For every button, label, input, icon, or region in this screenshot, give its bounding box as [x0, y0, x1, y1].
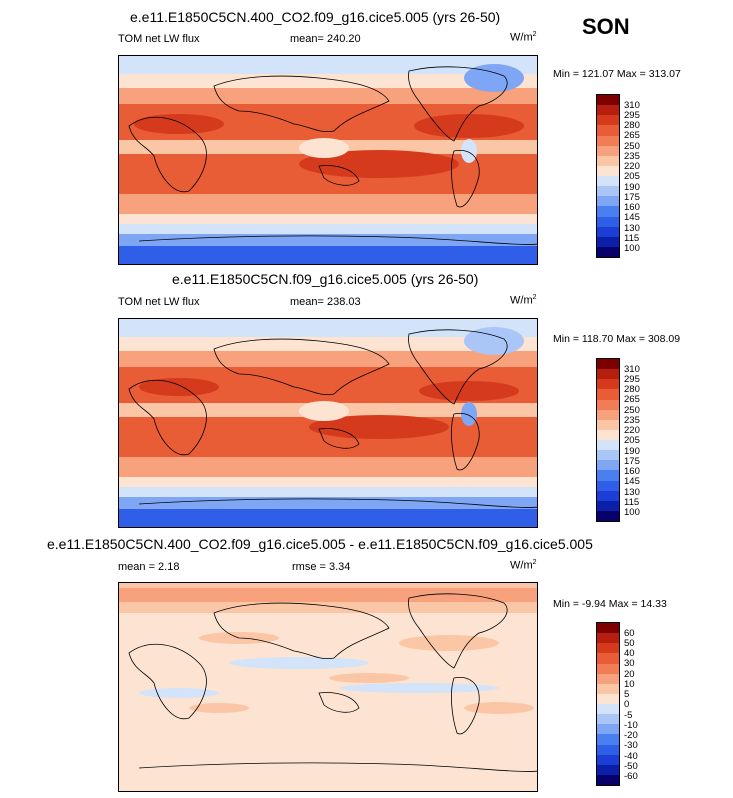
panel3-min-max: Min = -9.94 Max = 14.33 — [553, 598, 667, 610]
panel1-mean-value: 240.20 — [327, 33, 361, 45]
colorbar-swatch — [597, 774, 619, 785]
colorbar-swatch — [597, 196, 619, 207]
panel2-map — [118, 318, 538, 528]
panel3-map — [118, 582, 538, 792]
panel1-mean: mean= 240.20 — [290, 33, 361, 45]
colorbar-swatch — [597, 419, 619, 430]
panel2-mean-label: mean= — [290, 296, 324, 308]
colorbar-swatch — [597, 409, 619, 420]
colorbar-swatch — [597, 490, 619, 501]
colorbar-swatch — [597, 105, 619, 116]
panel2-units: W/m2 — [510, 294, 537, 307]
colorbar-swatch — [597, 764, 619, 775]
colorbar-swatch — [597, 379, 619, 390]
colorbar-swatch — [597, 246, 619, 257]
panel3-units: W/m2 — [510, 559, 537, 572]
colorbar-swatch — [597, 389, 619, 400]
colorbar-swatch — [597, 744, 619, 755]
colorbar-swatch — [597, 440, 619, 451]
colorbar-swatch — [597, 653, 619, 664]
colorbar-swatch — [597, 399, 619, 410]
panel3-mean: mean = 2.18 — [118, 561, 180, 573]
colorbar-swatch — [597, 510, 619, 521]
season-label: SON — [582, 14, 630, 39]
colorbar-swatch — [597, 216, 619, 227]
panel1-colorbar — [596, 94, 620, 258]
panel1-variable-label: TOM net LW flux — [118, 33, 200, 45]
colorbar-swatch — [597, 369, 619, 380]
colorbar-swatch — [597, 165, 619, 176]
panel1-mean-label: mean= — [290, 33, 324, 45]
colorbar-swatch — [597, 135, 619, 146]
panel3-rmse: rmse = 3.34 — [292, 561, 351, 573]
colorbar-swatch — [597, 724, 619, 735]
colorbar-swatch — [597, 95, 619, 106]
colorbar-swatch — [597, 155, 619, 166]
colorbar-swatch — [597, 673, 619, 684]
colorbar-swatch — [597, 429, 619, 440]
panel3-title: e.e11.E1850C5CN.400_CO2.f09_g16.cice5.00… — [47, 536, 593, 552]
panel2-colorbar — [596, 358, 620, 522]
colorbar-swatch — [597, 480, 619, 491]
panel2-min-max: Min = 118.70 Max = 308.09 — [553, 333, 681, 345]
colorbar-swatch — [597, 359, 619, 370]
colorbar-swatch — [597, 623, 619, 634]
colorbar-swatch — [597, 500, 619, 511]
colorbar-swatch — [597, 236, 619, 247]
colorbar-swatch — [597, 683, 619, 694]
panel3-colorbar — [596, 622, 620, 786]
colorbar-swatch — [597, 115, 619, 126]
colorbar-swatch — [597, 470, 619, 481]
panel1-min-max: Min = 121.07 Max = 313.07 — [553, 68, 681, 80]
panel2-mean: mean= 238.03 — [290, 296, 361, 308]
panel2-variable-label: TOM net LW flux — [118, 296, 200, 308]
panel1-title: e.e11.E1850C5CN.400_CO2.f09_g16.cice5.00… — [130, 9, 501, 25]
colorbar-swatch — [597, 145, 619, 156]
panel1-map — [118, 55, 538, 265]
colorbar-swatch — [597, 714, 619, 725]
colorbar-swatch — [597, 226, 619, 237]
panel1-units: W/m2 — [510, 31, 537, 44]
colorbar-swatch — [597, 176, 619, 187]
colorbar-swatch — [597, 693, 619, 704]
colorbar-swatch — [597, 450, 619, 461]
colorbar-swatch — [597, 754, 619, 765]
colorbar-swatch — [597, 734, 619, 745]
colorbar-swatch — [597, 663, 619, 674]
colorbar-swatch — [597, 186, 619, 197]
colorbar-swatch — [597, 206, 619, 217]
panel2-mean-value: 238.03 — [327, 296, 361, 308]
colorbar-swatch — [597, 460, 619, 471]
colorbar-swatch — [597, 704, 619, 715]
panel2-title: e.e11.E1850C5CN.f09_g16.cice5.005 (yrs 2… — [172, 271, 479, 287]
colorbar-swatch — [597, 125, 619, 136]
colorbar-swatch — [597, 643, 619, 654]
colorbar-swatch — [597, 633, 619, 644]
